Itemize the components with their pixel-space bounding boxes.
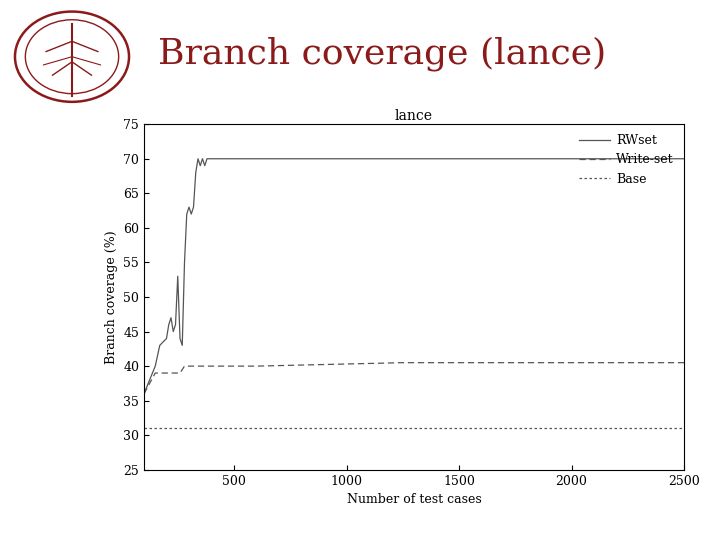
Write-set	[398, 360, 407, 366]
Base	[455, 425, 464, 431]
RWset	[252, 156, 261, 162]
RWset	[164, 321, 173, 328]
Write-set	[635, 360, 644, 366]
RWset	[522, 156, 531, 162]
RWset	[178, 342, 186, 349]
RWset	[567, 156, 576, 162]
Line: RWset: RWset	[144, 159, 684, 394]
RWset	[545, 156, 554, 162]
Write-set	[680, 360, 688, 366]
RWset	[198, 156, 207, 162]
RWset	[169, 328, 178, 335]
RWset	[182, 211, 191, 217]
RWset	[635, 156, 644, 162]
Base	[275, 425, 284, 431]
RWset	[184, 204, 193, 211]
Title: lance: lance	[395, 109, 433, 123]
RWset	[196, 163, 204, 169]
Write-set	[167, 370, 176, 376]
RWset	[167, 314, 176, 321]
Line: Write-set: Write-set	[144, 363, 684, 394]
RWset	[455, 156, 464, 162]
Write-set	[180, 363, 189, 369]
RWset	[342, 156, 351, 162]
Y-axis label: Branch coverage (%): Branch coverage (%)	[104, 230, 117, 364]
Base	[545, 425, 554, 431]
Write-set	[252, 363, 261, 369]
RWset	[218, 156, 227, 162]
RWset	[590, 156, 598, 162]
Write-set	[410, 360, 418, 366]
Base	[635, 425, 644, 431]
RWset	[200, 163, 209, 169]
RWset	[365, 156, 374, 162]
Base	[320, 425, 328, 431]
RWset	[500, 156, 508, 162]
RWset	[230, 156, 238, 162]
Base	[410, 425, 418, 431]
RWset	[387, 156, 396, 162]
RWset	[156, 342, 164, 349]
Write-set	[151, 370, 160, 376]
RWset	[176, 335, 184, 342]
Base	[140, 425, 148, 431]
Base	[680, 425, 688, 431]
Write-set	[545, 360, 554, 366]
RWset	[207, 156, 216, 162]
Base	[365, 425, 374, 431]
RWset	[180, 259, 189, 266]
RWset	[162, 335, 171, 342]
Write-set	[171, 370, 180, 376]
RWset	[680, 156, 688, 162]
RWset	[320, 156, 328, 162]
RWset	[194, 156, 202, 162]
Base	[230, 425, 238, 431]
Text: Branch coverage (lance): Branch coverage (lance)	[158, 37, 607, 71]
Legend: RWset, Write-set, Base: RWset, Write-set, Base	[575, 131, 678, 190]
Base	[590, 425, 598, 431]
Write-set	[162, 370, 171, 376]
RWset	[140, 390, 148, 397]
RWset	[297, 156, 306, 162]
RWset	[187, 211, 196, 217]
Write-set	[176, 370, 184, 376]
RWset	[189, 204, 198, 211]
Write-set	[140, 390, 148, 397]
Write-set	[590, 360, 598, 366]
RWset	[657, 156, 666, 162]
Write-set	[455, 360, 464, 366]
RWset	[203, 156, 212, 162]
RWset	[171, 321, 180, 328]
RWset	[192, 170, 200, 176]
RWset	[275, 156, 284, 162]
RWset	[410, 156, 418, 162]
RWset	[205, 156, 214, 162]
RWset	[612, 156, 621, 162]
RWset	[174, 273, 182, 280]
RWset	[151, 363, 160, 369]
Write-set	[500, 360, 508, 366]
Base	[184, 425, 193, 431]
X-axis label: Number of test cases: Number of test cases	[346, 493, 482, 506]
RWset	[477, 156, 486, 162]
Base	[500, 425, 508, 431]
RWset	[432, 156, 441, 162]
